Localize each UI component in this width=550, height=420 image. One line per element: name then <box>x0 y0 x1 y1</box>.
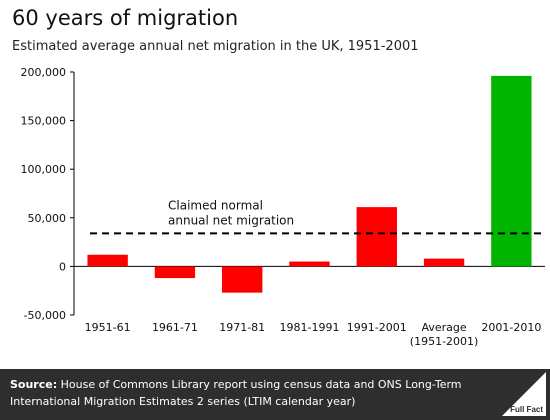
x-tick-label: 1971-81 <box>219 321 265 334</box>
source-label: Source: <box>10 378 58 391</box>
bar <box>289 261 330 267</box>
logo-text: Full Fact <box>510 405 543 414</box>
reference-line-label: annual net migration <box>168 213 294 227</box>
x-tick-label-line: (1951-2001) <box>410 335 479 348</box>
y-tick-label: 100,000 <box>21 163 67 176</box>
y-tick-label: 200,000 <box>21 66 67 79</box>
bar <box>356 207 397 267</box>
y-tick-label: 50,000 <box>28 212 67 225</box>
full-fact-logo-icon: Full Fact <box>502 372 546 416</box>
bar <box>154 266 196 279</box>
x-tick-label: 1981-1991 <box>280 321 340 334</box>
reference-line-label: Claimed normal <box>168 198 263 212</box>
source-footer: Source: House of Commons Library report … <box>0 369 550 420</box>
y-tick-label: 150,000 <box>21 115 67 128</box>
bar-chart: -50,000 0 50,000 100,000 150,000 200,000 1951-… <box>21 66 545 348</box>
x-tick-label-line: 1951-61 <box>85 321 131 334</box>
bar <box>423 258 465 267</box>
x-tick-label-line: 1981-1991 <box>280 321 340 334</box>
y-tick-label: -50,000 <box>24 309 66 322</box>
x-tick-label: 1991-2001 <box>347 321 407 334</box>
chart-subtitle: Estimated average annual net migration i… <box>12 39 419 54</box>
x-tick-label-line: 2001-2010 <box>481 321 541 334</box>
source-text: House of Commons Library report using ce… <box>10 378 462 408</box>
x-tick-label: 1951-61 <box>85 321 131 334</box>
x-tick-label: 2001-2010 <box>481 321 541 334</box>
y-tick-label: 0 <box>59 260 66 273</box>
x-tick-label-line: 1991-2001 <box>347 321 407 334</box>
x-tick-label-line: 1961-71 <box>152 321 198 334</box>
bar <box>491 75 532 267</box>
x-tick-label: Average (1951-2001) <box>410 321 479 348</box>
x-tick-label: 1961-71 <box>152 321 198 334</box>
x-tick-label-line: Average <box>421 321 466 334</box>
bar <box>87 254 128 267</box>
bar <box>222 266 263 293</box>
x-tick-label-line: 1971-81 <box>219 321 265 334</box>
chart-title: 60 years of migration <box>12 6 239 30</box>
